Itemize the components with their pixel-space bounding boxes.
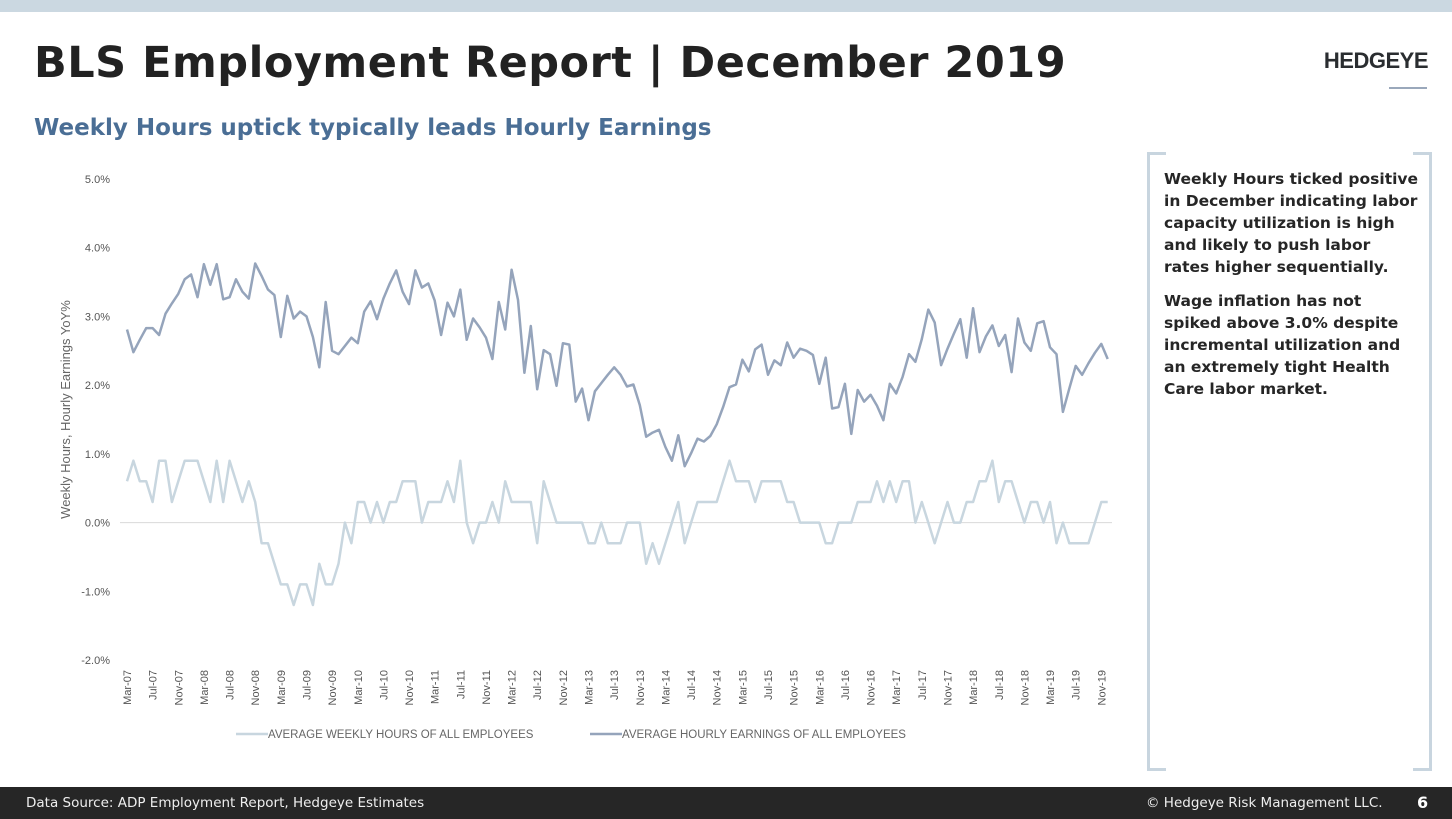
x-tick-label: Jul-07 [148, 670, 160, 700]
x-tick-label: Nov-14 [712, 670, 724, 705]
line-chart: 5.0% 4.0% 3.0% 2.0% 1.0% 0.0% -1.0% -2.0% Weekly… [58, 174, 1112, 741]
commentary-text: Weekly Hours ticked positive in December… [1164, 168, 1419, 412]
x-tick-label: Mar-19 [1045, 670, 1057, 705]
x-tick-label: Nov-09 [327, 670, 339, 705]
x-tick-label: Nov-11 [481, 670, 493, 705]
y-tick-label: 3.0% [85, 311, 110, 323]
x-tick-label: Jul-08 [225, 670, 237, 700]
x-tick-label: Mar-08 [199, 670, 211, 705]
x-tick-label: Nov-17 [942, 670, 954, 705]
x-tick-label: Mar-10 [353, 670, 365, 705]
x-tick-label: Mar-15 [737, 670, 749, 705]
commentary-box: Weekly Hours ticked positive in December… [1147, 152, 1432, 771]
x-tick-label: Nov-08 [250, 670, 262, 705]
hourly-earnings-line [125, 262, 1109, 468]
x-tick-label: Jul-13 [609, 670, 621, 700]
x-tick-label: Nov-12 [558, 670, 570, 705]
x-tick-label: Jul-15 [763, 670, 775, 700]
commentary-paragraph: Weekly Hours ticked positive in December… [1164, 170, 1419, 276]
x-tick-label: Nov-10 [404, 670, 416, 705]
x-tick-label: Nov-18 [1019, 670, 1031, 705]
right-bracket [1413, 152, 1432, 771]
x-tick-label: Mar-14 [660, 670, 672, 705]
x-tick-label: Mar-18 [968, 670, 980, 705]
x-tick-label: Mar-07 [122, 670, 134, 705]
hedgeye-logo: HEDGEYE [1323, 48, 1429, 73]
data-source: Data Source: ADP Employment Report, Hedg… [26, 795, 425, 811]
chart-subtitle: Weekly Hours uptick typically leads Hour… [34, 115, 712, 141]
page-number: 6 [1417, 793, 1429, 812]
page-title: BLS Employment Report | December 2019 [34, 38, 1067, 88]
x-tick-label: Jul-11 [455, 670, 467, 699]
x-tick-label: Mar-16 [814, 670, 826, 705]
left-bracket [1147, 152, 1166, 771]
x-tick-label: Mar-13 [584, 670, 596, 705]
legend-label: AVERAGE WEEKLY HOURS OF ALL EMPLOYEES [268, 729, 534, 741]
top-accent-bar [0, 0, 1452, 12]
x-tick-label: Jul-17 [917, 670, 929, 700]
x-tick-label: Nov-15 [789, 670, 801, 705]
commentary-paragraph: Wage inflation has not spiked above 3.0%… [1164, 292, 1401, 398]
y-tick-label: -2.0% [81, 655, 110, 667]
y-tick-label: 2.0% [85, 380, 110, 392]
y-tick-label: 0.0% [85, 518, 110, 530]
x-tick-label: Mar-17 [891, 670, 903, 705]
x-tick-label: Mar-12 [507, 670, 519, 705]
copyright: © Hedgeye Risk Management LLC. [1146, 795, 1383, 811]
x-tick-label: Nov-13 [635, 670, 647, 705]
x-tick-label: Nov-19 [1096, 670, 1108, 705]
y-tick-label: 4.0% [85, 243, 110, 255]
weekly-hours-line [125, 459, 1108, 607]
logo-underline [1389, 87, 1427, 89]
x-tick-label: Nov-07 [173, 670, 185, 705]
y-tick-label: 5.0% [85, 174, 110, 186]
x-tick-label: Jul-19 [1071, 670, 1083, 700]
legend-label: AVERAGE HOURLY EARNINGS OF ALL EMPLOYEES [622, 729, 906, 741]
x-tick-label: Jul-12 [532, 670, 544, 700]
x-tick-label: Mar-11 [430, 670, 442, 704]
x-tick-label: Nov-16 [866, 670, 878, 705]
y-axis-title: Weekly Hours, Hourly Earnings YoY% [58, 300, 73, 519]
x-tick-label: Jul-16 [840, 670, 852, 700]
x-tick-label: Jul-14 [686, 670, 698, 700]
y-tick-label: 1.0% [85, 449, 110, 461]
x-tick-label: Jul-18 [994, 670, 1006, 700]
footer: Data Source: ADP Employment Report, Hedg… [0, 787, 1452, 819]
x-tick-label: Jul-09 [301, 670, 313, 700]
x-tick-label: Mar-09 [276, 670, 288, 705]
x-tick-label: Jul-10 [378, 670, 390, 700]
y-tick-label: -1.0% [81, 586, 110, 598]
